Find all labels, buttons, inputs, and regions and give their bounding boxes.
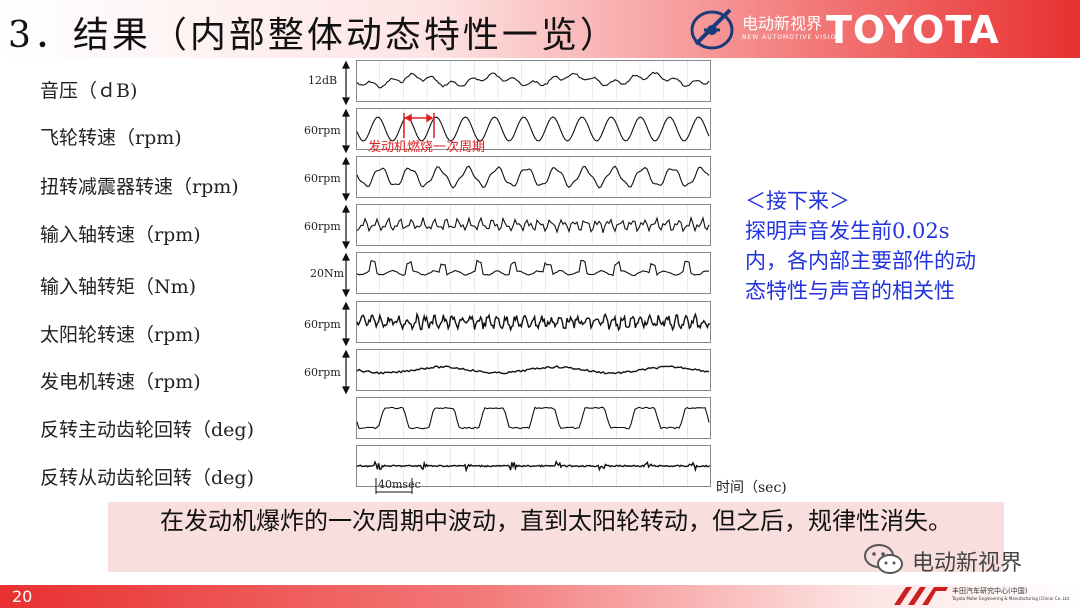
scale-bar-arrows-icon [342, 60, 350, 395]
scale-label: 60rpm [304, 220, 341, 233]
conclusion-box: 在发动机爆炸的一次周期中波动，直到太阳轮转动，但之后，规律性消失。 [108, 502, 1004, 572]
trace-sound-pressure [356, 60, 711, 102]
brand-logo: TOYOTA [826, 8, 1000, 52]
waveform-line [356, 215, 710, 234]
row-label-sun-gear: 太阳轮转速（rpm) [40, 324, 201, 346]
page-number: 20 [12, 587, 33, 606]
trace-input-shaft-torque [356, 252, 711, 294]
logo-subtext: NEW AUTOMOTIVE VISION [742, 34, 842, 41]
footer-bar [0, 585, 1080, 608]
logo-text: 电动新视界 [742, 14, 823, 33]
time-scale-bar-icon [375, 478, 413, 494]
period-annotation: 发动机燃烧一次周期 [368, 140, 486, 155]
row-label-counter-driven: 反转从动齿轮回转（deg) [40, 467, 254, 489]
emv-logo-icon [690, 4, 810, 54]
row-label-flywheel: 飞轮转速（rpm) [40, 127, 182, 149]
waveform-line [356, 406, 710, 430]
waveform-line [356, 71, 710, 89]
footer-logo-text: 丰田汽车研究中心(中国) Toyota Motor Engineering & … [952, 587, 1071, 601]
side-note-line: 态特性与声音的相关性 [745, 279, 955, 303]
page-title: 3．结果（内部整体动态特性一览） [8, 15, 619, 56]
watermark-text: 电动新视界 [912, 551, 1023, 576]
waveform-line [356, 311, 710, 332]
trace-counter-driven [356, 445, 711, 487]
waveform-line [356, 259, 710, 277]
wechat-icon [864, 544, 903, 574]
row-label-input-shaft-torque: 输入轴转矩（Nm) [40, 276, 197, 298]
scale-label: 60rpm [304, 124, 341, 137]
tmec-logo-icon [894, 587, 948, 605]
time-axis-label: 时间（sec) [716, 480, 787, 496]
trace-generator [356, 349, 711, 391]
side-note-heading: ＜接下来＞ [745, 189, 850, 213]
trace-flywheel [356, 108, 711, 150]
side-note: ＜接下来＞ 探明声音发生前0.02s 内，各内部主要部件的动 态特性与声音的相关… [745, 186, 1065, 306]
waveform-line [356, 365, 710, 375]
row-label-damper: 扭转减震器转速（rpm) [40, 176, 239, 198]
row-label-counter-drive: 反转主动齿轮回转（deg) [40, 419, 254, 441]
trace-input-shaft-speed [356, 204, 711, 246]
waveform-line [356, 165, 710, 189]
scale-label: 12dB [308, 74, 338, 87]
period-marker-icon [403, 113, 435, 138]
scale-label: 60rpm [304, 172, 341, 185]
conclusion-text: 在发动机爆炸的一次周期中波动，直到太阳轮转动，但之后，规律性消失。 [160, 507, 952, 535]
row-label-input-shaft-speed: 输入轴转速（rpm) [40, 224, 201, 246]
row-label-generator: 发电机转速（rpm) [40, 371, 201, 393]
row-label-sound-pressure: 音压（ｄB) [40, 80, 138, 102]
scale-label: 20Nm [310, 267, 345, 280]
side-note-line: 内，各内部主要部件的动 [745, 249, 976, 273]
scale-label: 60rpm [304, 366, 341, 379]
scale-label: 60rpm [304, 318, 341, 331]
trace-sun-gear [356, 301, 711, 343]
time-scale-label: 40msec [378, 478, 421, 491]
trace-counter-drive [356, 397, 711, 439]
trace-damper [356, 156, 711, 198]
side-note-line: 探明声音发生前0.02s [745, 219, 950, 243]
header-bar [0, 0, 1080, 58]
waveform-line [356, 116, 710, 142]
waveform-line [356, 459, 711, 473]
